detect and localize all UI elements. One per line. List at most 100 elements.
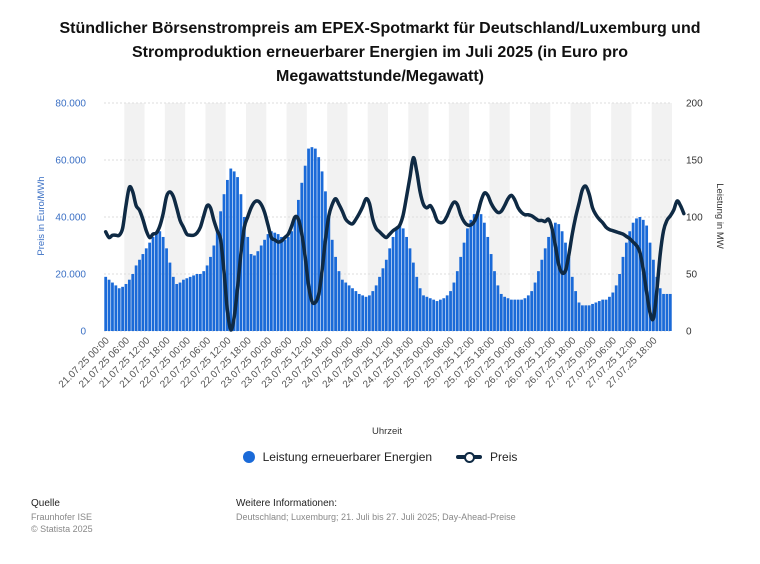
bar [256, 251, 260, 331]
bar [540, 259, 544, 331]
bar [378, 276, 381, 331]
bar [364, 296, 368, 331]
legend-line-label: Preis [490, 450, 518, 464]
bar [422, 295, 425, 332]
y-right-tick-label: 0 [686, 327, 692, 338]
bar [462, 242, 466, 331]
y-left-tick-label: 20.000 [55, 270, 86, 281]
bar [631, 222, 635, 331]
y-left-tick-label: 80.000 [55, 99, 86, 110]
bar [530, 291, 534, 331]
bar [195, 274, 199, 331]
bar [151, 236, 155, 331]
line-series [103, 155, 686, 332]
bar [482, 222, 486, 331]
info-text: Deutschland; Luxemburg; 21. Juli bis 27.… [236, 512, 516, 522]
bar [148, 242, 152, 331]
bar [587, 305, 591, 331]
bar [330, 239, 334, 331]
y-right-tick-label: 200 [686, 99, 703, 110]
line-legend-icon [456, 451, 483, 463]
bar [466, 228, 469, 331]
bar [307, 148, 310, 331]
y-left-tick-label: 60.000 [55, 156, 86, 167]
bar [668, 293, 672, 331]
bar [469, 219, 473, 331]
bar [334, 256, 337, 331]
bar [442, 298, 446, 331]
bar [388, 248, 392, 331]
bar [209, 256, 212, 331]
bar [479, 214, 483, 331]
bar [459, 256, 463, 331]
bar [415, 276, 419, 331]
bar [155, 234, 158, 331]
bar [324, 191, 327, 331]
bar [614, 285, 618, 331]
legend-bar-label: Leistung erneuerbarer Energien [262, 450, 433, 464]
bar [513, 299, 517, 331]
bar [144, 248, 148, 331]
bar [310, 147, 314, 331]
bar [662, 293, 665, 331]
bar [327, 217, 331, 331]
y-axis-left-ticks: 0 20.000 40.000 60.000 80.000 [55, 99, 86, 338]
bar [618, 274, 621, 331]
bar [398, 224, 402, 332]
bar [574, 291, 578, 331]
bar [506, 298, 510, 331]
bar [286, 236, 290, 331]
bar [290, 231, 294, 331]
y-left-tick-label: 0 [80, 327, 86, 338]
bar [493, 271, 496, 331]
bar [564, 242, 567, 331]
bar [405, 236, 408, 331]
bar [161, 236, 165, 331]
bar [560, 231, 564, 331]
bar [439, 299, 442, 331]
bar [425, 296, 429, 331]
bar [553, 222, 557, 331]
bar [597, 301, 601, 331]
bar [557, 224, 561, 332]
bar [411, 262, 415, 331]
bar [486, 236, 490, 331]
bar [537, 271, 540, 331]
bar [584, 305, 588, 331]
bar [594, 302, 598, 331]
bar [313, 148, 317, 331]
legend-item-bars[interactable]: Leistung erneuerbarer Energien [242, 450, 433, 464]
source-line-2[interactable]: © Statista 2025 [31, 524, 93, 534]
bar [212, 245, 216, 331]
legend-item-line[interactable]: Preis [456, 450, 517, 464]
bar [138, 259, 141, 331]
bar [635, 218, 638, 331]
bar [608, 296, 611, 331]
bar [652, 259, 655, 331]
bar [229, 168, 233, 331]
bar [276, 234, 280, 331]
legend: Leistung erneuerbarer Energien Preis [0, 450, 760, 464]
bar [628, 231, 632, 331]
bar [665, 293, 669, 331]
bar [340, 279, 344, 331]
bar [567, 256, 571, 331]
bar [202, 271, 206, 331]
bar [246, 236, 250, 331]
bar [604, 299, 608, 331]
bar [242, 217, 246, 331]
bar [351, 288, 354, 331]
bar [263, 239, 266, 331]
bar [577, 302, 581, 331]
bar [182, 279, 185, 331]
bar-legend-dot-icon [242, 451, 255, 463]
bar [269, 231, 273, 331]
bar [638, 217, 642, 331]
bar [188, 276, 192, 331]
y-right-tick-label: 100 [686, 213, 703, 224]
bar [570, 276, 574, 331]
y-axis-right-ticks: 0 50 100 150 200 [686, 99, 703, 338]
bar [300, 182, 304, 331]
bar [601, 299, 605, 331]
